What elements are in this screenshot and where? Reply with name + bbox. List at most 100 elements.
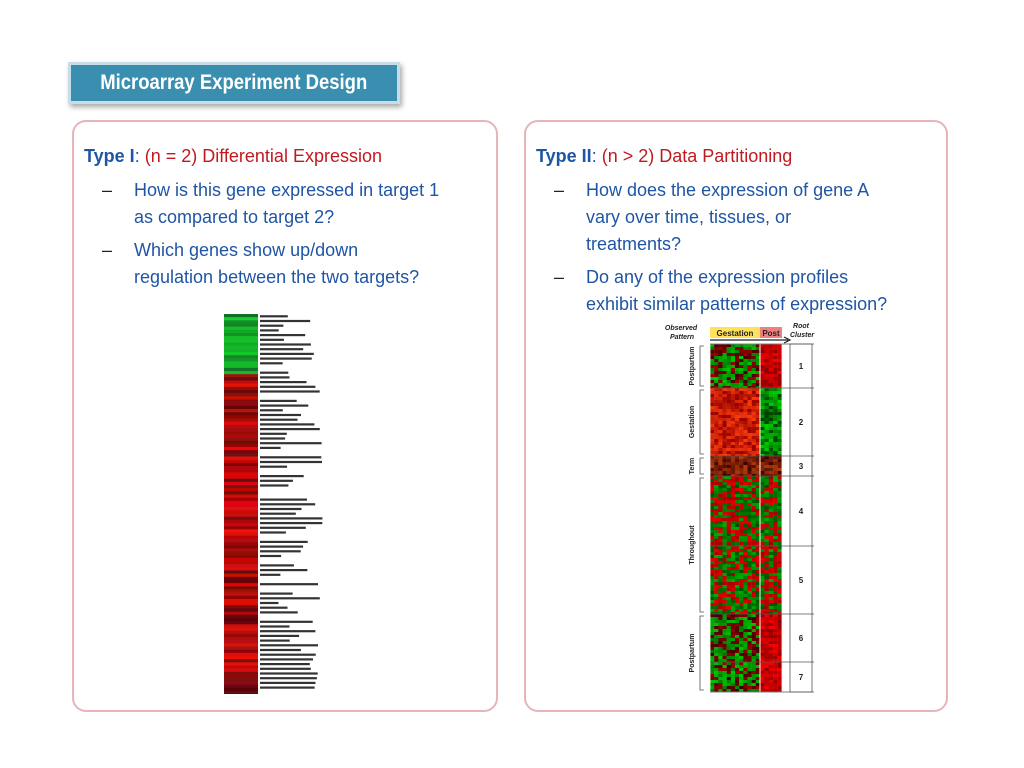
heatmap-cell [768, 665, 774, 668]
heatmap-cell [777, 406, 783, 409]
heatmap-cell [710, 683, 715, 686]
heatmap-cell [751, 394, 757, 397]
heatmap-row [224, 567, 258, 571]
heatmap-cell [726, 617, 732, 620]
heatmap-cell [718, 594, 723, 597]
heatmap-row [224, 627, 258, 631]
heatmap-cell [739, 406, 744, 409]
heatmap-cell [714, 462, 719, 465]
heatmap-cell [722, 614, 727, 617]
heatmap-cell [768, 614, 774, 617]
heatmap-cell [726, 454, 732, 456]
heatmap-cell [747, 462, 752, 465]
heatmap-cell [777, 412, 783, 415]
heatmap-cell [777, 506, 783, 509]
gene-label-mark [260, 348, 304, 351]
heatmap-cell [743, 459, 748, 462]
heatmap-cell [730, 573, 736, 576]
heatmap-cell [764, 623, 769, 626]
heatmap-cell [743, 497, 748, 500]
heatmap-row [224, 557, 258, 562]
heatmap-cell [768, 430, 774, 433]
heatmap-cell [768, 445, 774, 448]
heatmap-cell [760, 527, 765, 530]
heatmap-cell [751, 380, 757, 383]
heatmap-cell [714, 545, 719, 546]
heatmap-cell [735, 600, 740, 603]
heatmap-cell [735, 659, 740, 662]
heatmap-cell [718, 617, 723, 620]
type-one-bullet-1: – How is this gene expressed in target 1… [102, 177, 439, 231]
heatmap-cell [739, 518, 744, 521]
heatmap-cell [726, 585, 732, 588]
heatmap-cell [755, 397, 761, 400]
heatmap-row [224, 424, 258, 429]
heatmap-cell [730, 662, 736, 665]
heatmap-cell [760, 606, 765, 609]
heatmap-cell [768, 468, 774, 471]
heatmap-cell [722, 632, 727, 635]
heatmap-cell [739, 427, 744, 430]
heatmap-cell [735, 468, 740, 471]
heatmap-cell [751, 533, 757, 536]
heatmap-cell [714, 439, 719, 442]
bullet-line: as compared to target 2? [134, 207, 335, 227]
heatmap-cell [751, 549, 757, 552]
heatmap-cell [722, 638, 727, 641]
heatmap-cell [768, 377, 774, 380]
heatmap-cell [777, 503, 783, 506]
heatmap-cell [747, 576, 752, 579]
heatmap-cell [760, 403, 765, 406]
heatmap-cell [718, 600, 723, 603]
heatmap-cell [760, 579, 765, 582]
heatmap-cell [739, 509, 744, 512]
heatmap-cell [768, 570, 774, 573]
heatmap-cell [743, 506, 748, 509]
heatmap-cell [743, 579, 748, 582]
heatmap-cell [739, 626, 744, 629]
heatmap-cell [768, 482, 774, 485]
heatmap-cell [760, 656, 765, 659]
heatmap-cell [743, 600, 748, 603]
heatmap-cell [722, 406, 727, 409]
heatmap-cell [739, 620, 744, 623]
heatmap-cell [722, 689, 727, 692]
pattern-label: Postpartum [689, 347, 696, 386]
heatmap-cell [764, 454, 769, 456]
gene-label-mark [260, 352, 314, 355]
heatmap-cell [768, 383, 774, 386]
heatmap-cell [739, 582, 744, 585]
heatmap-cell [722, 683, 727, 686]
heatmap-cell [773, 439, 778, 442]
heatmap-cell [760, 409, 765, 412]
heatmap-row [224, 390, 258, 394]
heatmap-cell [726, 377, 732, 380]
heatmap-cell [764, 629, 769, 632]
heatmap-cell [777, 573, 783, 576]
heatmap-cell [743, 412, 748, 415]
heatmap-cell [747, 674, 752, 677]
heatmap-cell [739, 391, 744, 394]
heatmap-cell [722, 582, 727, 585]
cluster-column [789, 343, 813, 693]
heatmap-cell [760, 524, 765, 527]
heatmap-cell [755, 377, 761, 380]
heatmap-cell [777, 474, 783, 476]
heatmap-cell [768, 368, 774, 371]
heatmap-cell [735, 612, 740, 614]
heatmap-cell [773, 394, 778, 397]
heatmap-cell [743, 545, 748, 546]
heatmap-cell [777, 368, 783, 371]
bullet-dash: – [102, 240, 113, 260]
heatmap-cell [730, 558, 736, 561]
heatmap-cell [730, 582, 736, 585]
heatmap-cell [768, 418, 774, 421]
heatmap-cell [714, 515, 719, 518]
heatmap-cell [726, 476, 732, 479]
heatmap-cell [739, 380, 744, 383]
heatmap-cell [777, 552, 783, 555]
heatmap-cell [747, 521, 752, 524]
heatmap-cell [739, 659, 744, 662]
heatmap-cell [751, 386, 757, 388]
heatmap-cell [710, 500, 715, 503]
